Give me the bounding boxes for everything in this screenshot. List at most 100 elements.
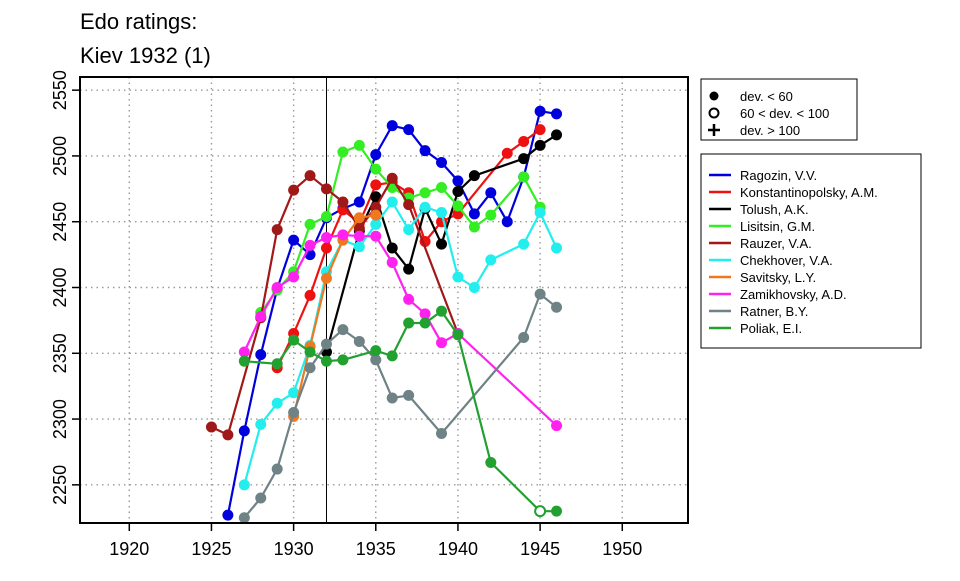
data-point [518, 331, 530, 343]
data-point [452, 200, 464, 212]
data-point [518, 171, 530, 183]
chart-title-line-2: Kiev 1932 (1) [80, 43, 211, 68]
marker-legend: dev. < 60 60 < dev. < 100 dev. > 100 [700, 78, 858, 141]
data-point [436, 207, 448, 219]
data-point [534, 288, 546, 300]
data-point [452, 329, 464, 341]
data-point [468, 282, 480, 294]
chart-title-line-1: Edo ratings: [80, 9, 197, 34]
data-point [518, 238, 530, 250]
data-point [271, 358, 283, 370]
data-point [419, 187, 431, 199]
data-point [320, 338, 332, 350]
data-point [304, 289, 316, 301]
data-point [370, 230, 382, 242]
series-group [205, 105, 563, 524]
marker-legend-label: dev. > 100 [740, 123, 800, 138]
y-tick-label: 2500 [50, 136, 70, 176]
data-point [320, 242, 332, 254]
data-point [419, 317, 431, 329]
data-point [436, 305, 448, 317]
data-point [534, 139, 546, 151]
data-point [238, 346, 250, 358]
data-point [353, 230, 365, 242]
data-point [288, 184, 300, 196]
data-point [222, 429, 234, 441]
legend-label-konstantinopolsky-a-m: Konstantinopolsky, A.M. [740, 185, 878, 200]
data-point [353, 212, 365, 224]
data-point [551, 129, 563, 141]
data-point [534, 124, 546, 136]
data-point [255, 349, 267, 361]
series-line-konstantinopolsky-a-m [276, 128, 541, 369]
series-zamikhovsky-a-d [238, 229, 563, 432]
data-point [452, 271, 464, 283]
data-point [403, 124, 415, 136]
marker-legend-label: 60 < dev. < 100 [740, 106, 829, 121]
series-ratner-b-y [238, 288, 563, 524]
data-point [271, 397, 283, 409]
data-point [304, 170, 316, 182]
data-point [288, 271, 300, 283]
data-point [485, 254, 497, 266]
filled-circle-icon [709, 91, 719, 101]
data-point [320, 210, 332, 222]
data-point [551, 108, 563, 120]
data-point [238, 512, 250, 524]
data-point [222, 509, 234, 521]
legend-label-poliak-e-i: Poliak, E.I. [740, 321, 802, 336]
x-tick-label: 1930 [274, 539, 314, 559]
data-point [534, 207, 546, 219]
data-point [403, 317, 415, 329]
open-circle-icon [708, 107, 720, 119]
y-tick-label: 2550 [50, 70, 70, 110]
y-tick-label: 2250 [50, 465, 70, 505]
data-point [320, 183, 332, 195]
data-point [386, 196, 398, 208]
x-tick-label: 1940 [438, 539, 478, 559]
data-point [436, 238, 448, 250]
data-point [485, 456, 497, 468]
data-point [551, 242, 563, 254]
data-point [353, 139, 365, 151]
data-point [468, 208, 480, 220]
data-point [485, 187, 497, 199]
legend-label-zamikhovsky-a-d: Zamikhovsky, A.D. [740, 287, 847, 302]
data-point [501, 216, 513, 228]
data-point [271, 224, 283, 236]
data-point [551, 301, 563, 313]
data-point [304, 346, 316, 358]
series-lisitsin-g-m [255, 139, 546, 318]
data-point [255, 492, 267, 504]
data-point [370, 209, 382, 221]
data-point [370, 218, 382, 230]
data-point [518, 135, 530, 147]
data-point [403, 224, 415, 236]
data-point [238, 479, 250, 491]
data-point [353, 241, 365, 253]
data-point [370, 345, 382, 357]
data-point [468, 221, 480, 233]
data-point [271, 282, 283, 294]
data-point [386, 257, 398, 269]
data-point [304, 218, 316, 230]
x-tick-label: 1935 [356, 539, 396, 559]
data-point [353, 196, 365, 208]
data-point [485, 209, 497, 221]
marker-legend-label: dev. < 60 [740, 89, 793, 104]
data-point [403, 389, 415, 401]
data-point [205, 421, 217, 433]
data-point [452, 185, 464, 197]
data-point [255, 310, 267, 322]
data-point [370, 163, 382, 175]
data-point [337, 229, 349, 241]
x-tick-label: 1920 [109, 539, 149, 559]
series-legend: Ragozin, V.V. Konstantinopolsky, A.M. Tolu… [700, 153, 922, 349]
legend-label-ratner-b-y: Ratner, B.Y. [740, 304, 808, 319]
data-point [337, 324, 349, 336]
data-point [288, 334, 300, 346]
data-point [534, 505, 547, 518]
legend-label-lisitsin-g-m: Lisitsin, G.M. [740, 219, 815, 234]
